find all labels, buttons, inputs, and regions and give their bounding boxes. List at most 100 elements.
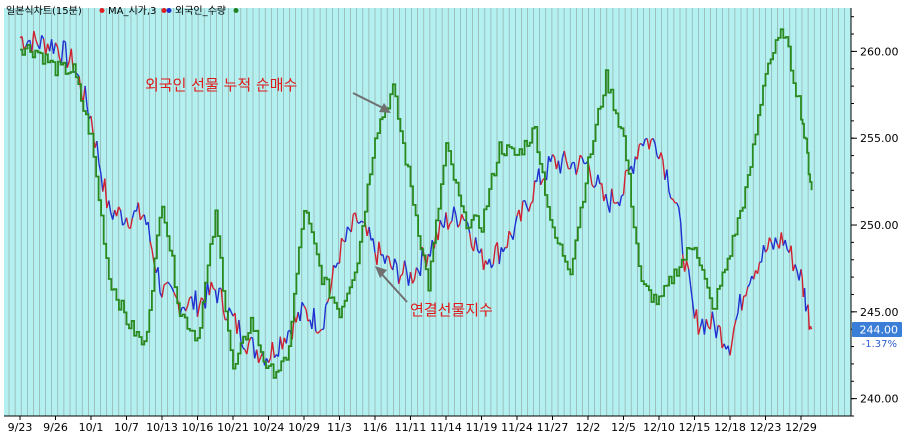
futures-segment	[575, 167, 579, 175]
futures-segment	[196, 305, 201, 317]
x-tick-label: 12/5	[611, 421, 636, 434]
x-axis: 9/23 9/26 10/1 10/7 10/13 10/16 10/21 10/24 10/2…	[4, 415, 851, 434]
x-tick-label: 12/15	[679, 421, 711, 434]
futures-segment	[419, 246, 423, 276]
futures-segment	[271, 342, 276, 358]
futures-segment	[514, 215, 518, 227]
futures-segment	[100, 173, 104, 192]
futures-segment	[601, 183, 605, 202]
x-tick-label: 12/29	[785, 421, 817, 434]
futures-segment	[161, 284, 165, 298]
futures-segment	[613, 201, 616, 205]
futures-segment	[715, 325, 719, 339]
x-tick-label: 10/29	[288, 421, 320, 434]
futures-segment	[44, 43, 49, 56]
futures-segment	[238, 319, 242, 342]
futures-segment	[52, 42, 57, 54]
price-badge-change: -1.37%	[862, 339, 897, 350]
futures-segment	[778, 232, 782, 249]
futures-segment	[559, 157, 564, 174]
legend-dot-foreign	[166, 8, 172, 13]
futures-segment	[506, 231, 510, 248]
futures-segment	[713, 323, 717, 339]
futures-segment	[252, 337, 256, 359]
futures-segment	[697, 326, 702, 335]
annotation-futures: 연결선물지수	[375, 266, 493, 319]
futures-segment	[173, 291, 177, 297]
futures-segment	[358, 220, 362, 224]
futures-segment	[386, 255, 390, 258]
futures-segment	[84, 85, 88, 107]
futures-segment	[354, 212, 358, 223]
futures-segment	[220, 288, 224, 310]
futures-segment	[50, 39, 55, 54]
futures-segment	[660, 152, 664, 161]
futures-segment	[400, 273, 404, 277]
futures-segment	[803, 288, 807, 312]
futures-segment	[198, 297, 203, 306]
futures-segment	[143, 214, 147, 225]
futures-segment	[455, 214, 459, 228]
futures-segment	[735, 312, 739, 321]
futures-segment	[753, 270, 757, 280]
futures-segment	[169, 284, 173, 289]
futures-segment	[723, 343, 727, 350]
futures-segment	[670, 197, 674, 200]
futures-segment	[388, 256, 392, 267]
futures-segment	[760, 245, 765, 263]
annotation-foreign-arrowhead	[379, 103, 391, 113]
x-tick-label: 10/7	[114, 421, 139, 434]
y-tick-label: 245.00	[860, 306, 899, 319]
futures-segment	[459, 214, 463, 225]
legend-item-foreign: 외국인_수량	[175, 5, 226, 17]
futures-segment	[368, 226, 372, 241]
futures-segment	[246, 342, 250, 355]
futures-segment	[119, 210, 124, 226]
futures-segment	[295, 311, 299, 323]
legend-dot-ma	[99, 8, 105, 13]
futures-segment	[508, 230, 512, 236]
futures-segment	[766, 237, 771, 250]
futures-segment	[137, 202, 141, 220]
futures-segment	[104, 178, 108, 209]
futures-segment	[768, 237, 773, 243]
futures-segment	[553, 156, 558, 170]
futures-segment	[809, 325, 813, 330]
futures-segment	[461, 214, 465, 221]
futures-segment	[344, 226, 349, 242]
futures-segment	[334, 262, 339, 269]
futures-segment	[687, 269, 692, 286]
futures-segment	[338, 238, 343, 264]
futures-segment	[463, 219, 467, 222]
futures-segment	[731, 328, 735, 343]
futures-segment	[807, 304, 810, 330]
vertical-grid	[8, 8, 852, 416]
futures-segment	[538, 168, 542, 185]
futures-segment	[480, 248, 485, 270]
futures-segment	[167, 281, 171, 285]
futures-segment	[545, 156, 550, 181]
futures-segment	[449, 220, 453, 225]
futures-segment	[147, 222, 151, 242]
futures-segment	[216, 288, 220, 304]
futures-segment	[593, 184, 597, 188]
futures-segment	[350, 214, 354, 233]
futures-segment	[520, 201, 524, 222]
x-tick-label: 10/24	[253, 421, 285, 434]
futures-segment	[112, 209, 116, 220]
futures-segment	[35, 39, 39, 46]
futures-segment	[490, 263, 494, 269]
futures-segment	[756, 262, 761, 274]
futures-segment	[652, 138, 656, 145]
futures-segment	[447, 223, 451, 230]
futures-segment	[315, 330, 319, 334]
futures-segment	[25, 41, 29, 47]
futures-segment	[717, 324, 721, 328]
futures-segment	[625, 169, 628, 172]
x-tick-label: 11/19	[466, 421, 498, 434]
futures-segment	[668, 190, 672, 199]
futures-segment	[453, 206, 457, 215]
futures-segment	[747, 283, 751, 288]
futures-segment	[648, 139, 652, 150]
futures-segment	[705, 319, 709, 327]
